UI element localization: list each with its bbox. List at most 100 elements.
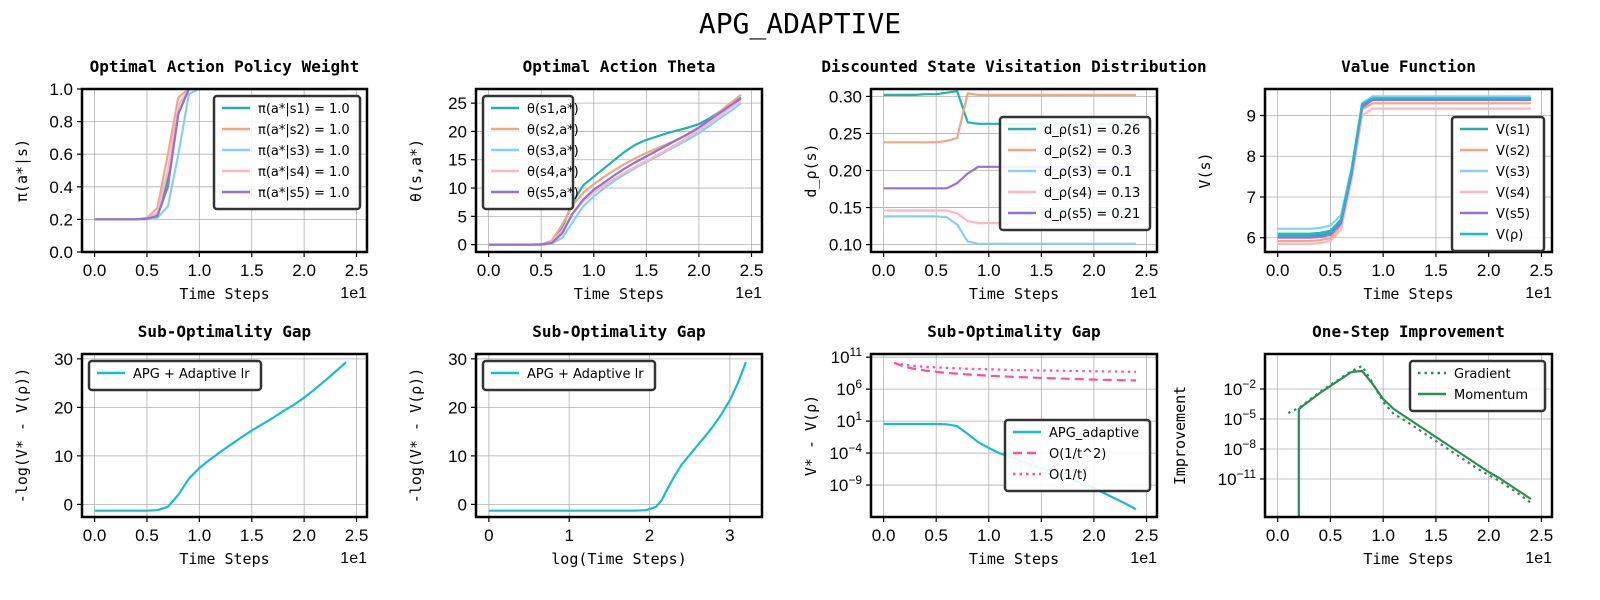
y-tick-label: 9 <box>1247 106 1256 125</box>
y-axis-label: -log(V* - V(ρ)) <box>13 368 31 503</box>
panel-3: 0.0 0.5 1.0 1.5 2.0 2.5 0.10 0.15 0.20 0.25 0.30 Di… <box>802 57 1207 303</box>
series-line <box>1277 95 1531 230</box>
figure-suptitle: APG_ADAPTIVE <box>699 7 901 41</box>
x-tick-label: 0.0 <box>1266 261 1290 280</box>
axes-frame <box>474 352 764 519</box>
y-axis-label: Improvement <box>1171 386 1189 485</box>
legend: APG + Adaptive lr <box>87 359 263 392</box>
x-tick-label: 0.0 <box>872 261 896 280</box>
panel-title: One-Step Improvement <box>1312 322 1505 341</box>
y-axis-label: V(s) <box>1196 152 1214 188</box>
y-tick-label: 10−2 <box>1223 377 1256 399</box>
x-tick-label: 2.0 <box>1082 261 1106 280</box>
legend: π(a*|s1) = 1.0 π(a*|s2) = 1.0 π(a*|s3) = 1… <box>212 94 362 211</box>
series-line <box>1277 102 1531 243</box>
panel-title: Optimal Action Theta <box>523 57 716 76</box>
y-tick-label: 0.20 <box>829 162 862 181</box>
series-line <box>893 361 1137 373</box>
y-tick-label: 0.25 <box>829 124 862 143</box>
series-line <box>488 97 742 246</box>
x-tick-label: 2.5 <box>1530 261 1554 280</box>
x-axis-label: Time Steps <box>1363 550 1453 568</box>
x-offset-label: 1e1 <box>1525 550 1552 567</box>
x-offset-label: 1e1 <box>1525 285 1552 302</box>
legend-label: θ(s4,a*) <box>527 165 579 180</box>
x-tick-label: 2.0 <box>292 526 316 545</box>
axes-frame <box>80 352 369 519</box>
legend-label: π(a*|s5) = 1.0 <box>258 186 350 201</box>
x-tick-label: 1.5 <box>240 526 264 545</box>
x-tick-label: 2.5 <box>1530 526 1554 545</box>
legend-frame <box>87 359 263 392</box>
legend-label: d_ρ(s5) = 0.21 <box>1044 207 1140 222</box>
legend-label: θ(s2,a*) <box>527 123 579 138</box>
y-tick-label: 1011 <box>831 345 863 367</box>
axes-frame <box>474 87 764 254</box>
y-tick-label: 10 <box>448 179 467 198</box>
y-tick-label: 6 <box>1247 229 1256 248</box>
series-line <box>94 89 346 221</box>
x-tick-label: 0.5 <box>1319 261 1343 280</box>
y-tick-label: 5 <box>458 207 467 226</box>
x-axis-label: Time Steps <box>969 550 1059 568</box>
y-tick-label: 0 <box>458 236 467 255</box>
legend-label: APG + Adaptive lr <box>133 367 250 382</box>
series-line <box>883 92 1136 144</box>
legend: θ(s1,a*) θ(s2,a*) θ(s3,a*) θ(s4,a*) θ(s5,a*) <box>481 94 579 211</box>
legend-label: d_ρ(s1) = 0.26 <box>1044 123 1140 138</box>
x-offset-label: 1e1 <box>340 550 367 567</box>
y-axis-label: V* - V(ρ) <box>802 395 820 476</box>
panel-title: Discounted State Visitation Distribution <box>821 57 1206 76</box>
x-tick-label: 2.0 <box>1477 526 1501 545</box>
legend-frame <box>212 94 362 211</box>
y-tick-label: 1.0 <box>49 80 73 99</box>
y-tick-label: 0.15 <box>829 199 862 218</box>
x-axis-label: Time Steps <box>179 285 269 303</box>
legend-frame <box>481 359 657 392</box>
x-tick-label: 1.0 <box>1371 261 1395 280</box>
legend-label: d_ρ(s3) = 0.1 <box>1044 165 1132 180</box>
x-tick-label: 1.0 <box>1371 526 1395 545</box>
x-tick-label: 1.5 <box>1424 261 1448 280</box>
y-axis-label: π(a*|s) <box>13 139 31 202</box>
x-tick-label: 0.5 <box>1319 526 1343 545</box>
y-axis-label: θ(s,a*) <box>407 139 425 202</box>
legend-label: APG + Adaptive lr <box>527 367 644 382</box>
x-tick-label: 1.5 <box>1424 526 1448 545</box>
panel-1: 0.0 0.5 1.0 1.5 2.0 2.5 0.0 0.2 0.4 0.6 0.8 1.0 Opti… <box>13 57 368 303</box>
x-tick-label: 0.5 <box>924 261 948 280</box>
series-group <box>94 89 346 221</box>
panel-title: Sub-Optimality Gap <box>927 322 1100 341</box>
x-tick-label: 2.5 <box>1135 261 1159 280</box>
x-tick-label: 1 <box>564 526 573 545</box>
y-tick-label: 8 <box>1247 147 1256 166</box>
y-tick-label: 101 <box>836 409 862 431</box>
series-line <box>1287 364 1532 504</box>
legend-label: π(a*|s2) = 1.0 <box>258 123 350 138</box>
series-line <box>488 361 747 512</box>
y-tick-label: 20 <box>54 398 73 417</box>
x-tick-label: 1.5 <box>1030 261 1054 280</box>
panel-title: Sub-Optimality Gap <box>532 322 705 341</box>
legend: APG_adaptive O(1/t^2) O(1/t) <box>1003 418 1152 493</box>
x-tick-label: 1.0 <box>977 261 1001 280</box>
y-tick-label: 0 <box>458 495 467 514</box>
x-tick-label: 2.0 <box>1477 261 1501 280</box>
x-tick-label: 1.0 <box>977 526 1001 545</box>
legend-label: d_ρ(s2) = 0.3 <box>1044 144 1132 159</box>
panel-5: 0.0 0.5 1.0 1.5 2.0 2.5 0 10 20 30 Sub-Optimality … <box>13 322 368 568</box>
x-offset-label: 1e1 <box>1130 550 1157 567</box>
series-group <box>488 93 742 246</box>
legend-frame <box>1408 359 1547 413</box>
axes-frame <box>869 352 1159 519</box>
x-tick-label: 3 <box>725 526 734 545</box>
legend-frame <box>998 115 1152 232</box>
series-line <box>1277 107 1531 245</box>
y-tick-label: 20 <box>448 398 467 417</box>
x-axis-label: Time Steps <box>969 285 1059 303</box>
panel-4: 0.0 0.5 1.0 1.5 2.0 2.5 6 7 8 9 Value Function Time… <box>1196 57 1553 303</box>
x-offset-label: 1e1 <box>340 285 367 302</box>
x-tick-label: 1.0 <box>582 261 606 280</box>
